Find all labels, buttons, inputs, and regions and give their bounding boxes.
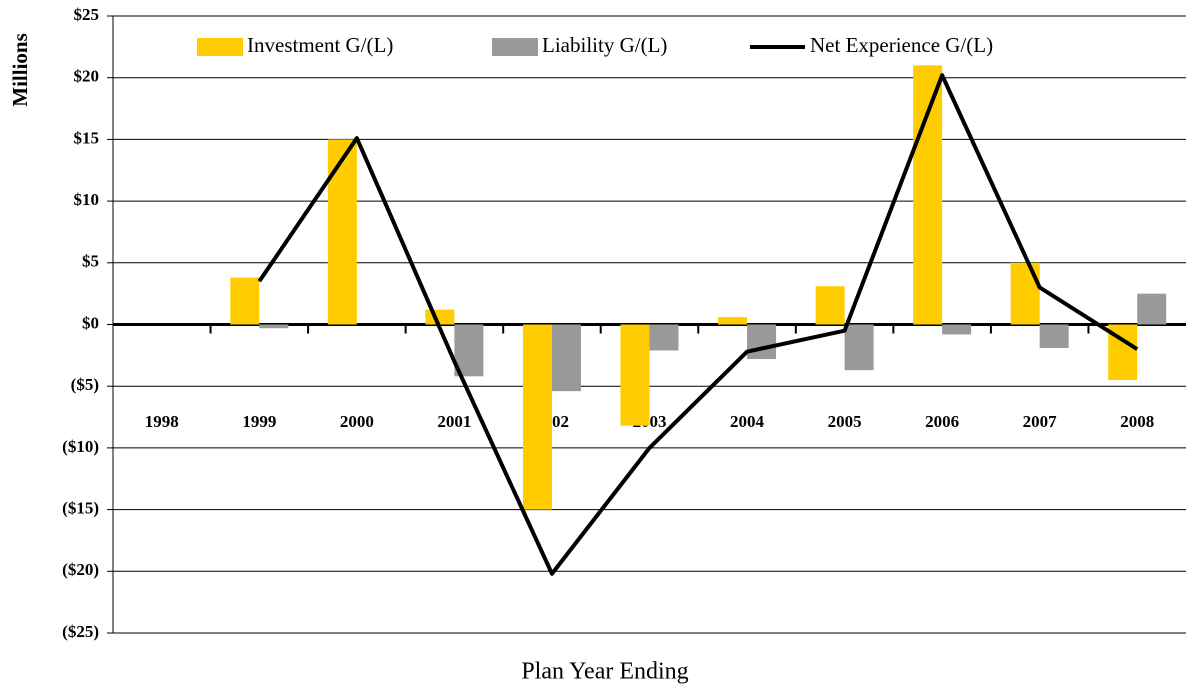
x-tick-label: 1998 <box>145 412 179 431</box>
y-tick-label: ($10) <box>62 437 99 456</box>
bar <box>620 324 650 426</box>
legend-swatch <box>197 38 243 56</box>
bar <box>649 324 679 351</box>
legend-label: Net Experience G/(L) <box>810 33 993 57</box>
bar <box>522 324 552 510</box>
y-tick-label: ($15) <box>62 499 99 518</box>
y-tick-label: $10 <box>74 190 100 209</box>
bar <box>551 324 581 392</box>
y-tick-label: $20 <box>74 67 100 86</box>
y-tick-label: $5 <box>82 252 99 271</box>
bar <box>1039 324 1069 348</box>
bar <box>747 324 777 360</box>
bar <box>259 324 289 329</box>
y-tick-label: $0 <box>82 313 99 332</box>
y-tick-label: ($5) <box>71 375 99 394</box>
x-axis-title: Plan Year Ending <box>521 659 688 685</box>
x-tick-label: 2000 <box>340 412 374 431</box>
x-tick-label: 1999 <box>242 412 276 431</box>
bar <box>844 324 874 371</box>
y-axis-title: Millions <box>8 33 32 107</box>
y-tick-label: ($25) <box>62 622 99 641</box>
bar <box>913 65 943 325</box>
y-tick-label: $15 <box>74 128 100 147</box>
x-tick-label: 2008 <box>1120 412 1154 431</box>
bar <box>327 139 357 325</box>
bar <box>1010 262 1040 325</box>
x-tick-label: 2004 <box>730 412 765 431</box>
x-tick-label: 2001 <box>437 412 471 431</box>
x-tick-label: 2005 <box>828 412 862 431</box>
legend-label: Liability G/(L) <box>542 33 667 57</box>
legend-swatch <box>492 38 538 56</box>
bar <box>815 286 845 325</box>
legend-label: Investment G/(L) <box>247 33 393 57</box>
line <box>257 73 1139 576</box>
y-tick-label: $25 <box>74 5 100 24</box>
x-tick-label: 2006 <box>925 412 959 431</box>
bar <box>1137 293 1167 325</box>
bar <box>425 309 455 325</box>
bar <box>230 277 260 325</box>
y-tick-label: ($20) <box>62 560 99 579</box>
bar <box>942 324 972 335</box>
x-tick-label: 2007 <box>1023 412 1058 431</box>
bar <box>718 317 748 325</box>
